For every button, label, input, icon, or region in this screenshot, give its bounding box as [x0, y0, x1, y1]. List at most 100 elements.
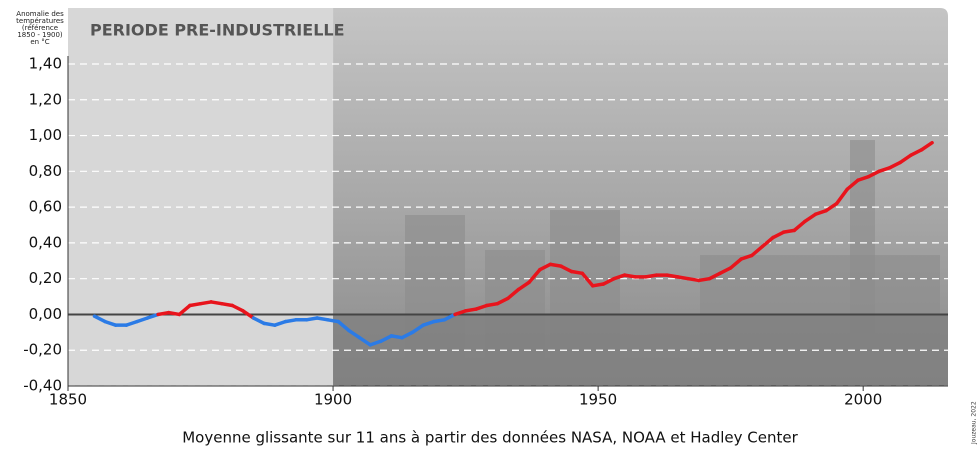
temperature-segment: [845, 178, 860, 191]
temperature-segment: [516, 280, 531, 292]
temperature-segment: [156, 310, 171, 317]
temperature-segment: [707, 271, 722, 281]
pre-industrial-panel: [68, 8, 334, 386]
temperature-segment: [400, 330, 415, 340]
y-tick-label: -0,40: [23, 377, 62, 395]
y-axis-label: Anomalie des: [16, 10, 64, 18]
temperature-segment: [781, 228, 797, 234]
temperature-segment: [209, 300, 224, 306]
temperature-segment: [548, 262, 563, 268]
temperature-segment: [485, 301, 500, 308]
y-tick-label: 0,00: [29, 305, 62, 323]
temperature-segment: [686, 276, 701, 283]
temperature-segment: [103, 319, 118, 327]
temperature-segment: [241, 309, 256, 320]
temperature-segment: [368, 339, 383, 347]
temperature-segment: [898, 153, 913, 165]
y-tick-label: -0,20: [23, 341, 62, 359]
temperature-segment: [728, 257, 744, 270]
temperature-segment: [760, 235, 775, 249]
y-tick-label: 1,00: [29, 126, 62, 144]
temperature-segment: [580, 271, 595, 288]
temperature-segment: [866, 169, 881, 179]
temperature-segment: [675, 275, 690, 281]
x-tick-label: 1950: [579, 391, 617, 409]
temperature-segment: [739, 253, 754, 261]
temperature-segment: [856, 174, 871, 183]
temperature-segment: [474, 303, 489, 311]
temperature-segment: [612, 273, 627, 281]
temperature-segment: [792, 219, 807, 233]
temperature-segment: [92, 314, 107, 324]
temperature-segment: [463, 307, 478, 313]
x-tick-label: 2000: [844, 391, 882, 409]
temperature-segment: [124, 319, 139, 327]
temperature-segment: [347, 328, 362, 340]
temperature-segment: [283, 318, 298, 324]
y-tick-label: 0,20: [29, 269, 62, 287]
temperature-segment: [326, 318, 341, 324]
y-axis-label: 1850 - 1900): [17, 31, 63, 39]
y-axis-label: en °C: [30, 38, 49, 46]
temperature-segment: [230, 303, 245, 313]
temperature-segment: [506, 287, 521, 301]
y-tick-label: 0,40: [29, 233, 62, 251]
temperature-segment: [771, 230, 786, 240]
temperature-segment: [198, 300, 213, 306]
y-tick-label: 0,60: [29, 198, 62, 216]
x-tick-label: 1850: [49, 391, 87, 409]
temperature-segment: [813, 208, 828, 217]
temperature-segment: [135, 316, 150, 324]
y-tick-label: 1,40: [29, 55, 62, 73]
temperature-segment: [527, 267, 542, 284]
temperature-segment: [697, 276, 712, 283]
caption: Moyenne glissante sur 11 ans à partir de…: [182, 429, 798, 447]
temperature-segment: [315, 316, 330, 322]
temperature-segment: [909, 148, 924, 157]
temperature-segment: [750, 244, 765, 258]
temperature-segment: [803, 212, 818, 224]
temperature-segment: [919, 140, 934, 152]
temperature-segment: [262, 321, 277, 327]
y-tick-label: 0,80: [29, 162, 62, 180]
ground-band: [333, 314, 948, 386]
temperature-segment: [442, 312, 457, 322]
temperature-segment: [622, 273, 637, 279]
temperature-segment: [219, 301, 235, 308]
temperature-segment: [251, 316, 266, 326]
temperature-segment: [389, 334, 404, 340]
period-label: PERIODE PRE-INDUSTRIELLE: [90, 21, 345, 40]
temperature-segment: [824, 201, 839, 213]
credit: Jouzeau, 2022: [971, 401, 978, 445]
temperature-segment: [304, 316, 319, 322]
temperature-segment: [336, 319, 351, 333]
temperature-segment: [357, 335, 372, 347]
temperature-segment: [887, 160, 903, 170]
temperature-segment: [188, 301, 203, 308]
temperature-segment: [421, 319, 436, 327]
temperature-segment: [495, 296, 510, 306]
temperature-segment: [453, 309, 468, 317]
temperature-segment: [145, 312, 160, 320]
temperature-segment: [834, 187, 850, 206]
temperature-segment: [177, 303, 192, 317]
temperature-segment: [166, 310, 182, 317]
x-tick-label: 1900: [314, 391, 352, 409]
temperature-segment: [379, 334, 394, 344]
temperature-segment: [432, 318, 447, 324]
temperature-segment: [538, 262, 553, 272]
temperature-segment: [410, 323, 425, 335]
temperature-segment: [644, 273, 659, 279]
y-axis-label: températures: [16, 17, 64, 25]
temperature-segment: [272, 319, 288, 327]
temperature-segment: [877, 166, 892, 174]
temperature-segment: [591, 282, 606, 288]
temperature-segment: [665, 273, 680, 279]
temperature-segment: [569, 269, 584, 276]
temperature-segment: [559, 264, 574, 274]
y-tick-label: 1,20: [29, 90, 62, 108]
temperature-segment: [601, 276, 616, 286]
temperature-segment: [718, 266, 733, 276]
y-axis-label: (référence: [22, 24, 58, 32]
